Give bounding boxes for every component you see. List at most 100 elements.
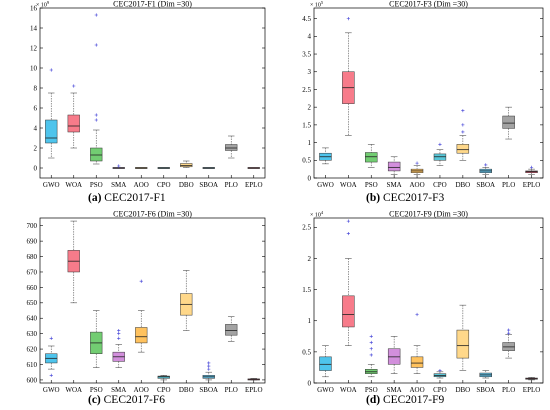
x-tick-label: DBO (455, 181, 470, 189)
box-sma: SMA (111, 328, 126, 394)
y-tick-label: 620 (27, 345, 38, 353)
x-tick-label: EPLO (523, 386, 541, 394)
x-tick-label: PSO (365, 181, 378, 189)
iqr-box (365, 152, 378, 163)
iqr-box (502, 115, 515, 129)
box-eplo: EPLO (245, 167, 263, 189)
x-tick-label: GWO (317, 386, 334, 394)
outlier-point (94, 13, 98, 17)
box-sma: SMA (111, 164, 126, 189)
outlier-point (94, 43, 98, 47)
iqr-box (135, 327, 148, 344)
y-tick-label: 4.5 (302, 15, 311, 23)
y-tick-label: 6 (34, 104, 38, 112)
box-eplo: EPLO (245, 378, 263, 394)
panel-4: CEC2017-F9 (Dim =30) × 104 0 0.5 1 1.5 2 2.5 GWO… (302, 210, 544, 406)
x-tick-label: CPO (157, 386, 171, 394)
box-gwo: GWO (43, 68, 60, 189)
panel-2: CEC2017-F3 (Dim =30) × 105 0 0.5 1 1.5 2 2.5 3 3.… (302, 0, 544, 204)
x-tick-label: PSO (90, 386, 103, 394)
box-pso: PSO (365, 334, 378, 394)
panel-caption: (b) CEC2017-F3 (366, 192, 445, 204)
y-tick-label: 600 (27, 376, 38, 384)
iqr-box (45, 119, 58, 144)
y-tick-label: 0 (308, 174, 312, 182)
outlier-point (207, 361, 211, 365)
box-aoo: AOO (409, 161, 425, 189)
box-aoo: AOO (134, 167, 149, 189)
box-pso: PSO (365, 144, 378, 189)
iqr-box (387, 161, 401, 172)
y-tick-label: 8 (34, 84, 38, 92)
axis-exponent: × 104 (310, 210, 324, 219)
y-tick-label: 2 (34, 144, 38, 152)
y-tick-label: 4 (308, 33, 312, 41)
box-cpo: CPO (157, 167, 171, 189)
box-dbo: DBO (455, 109, 470, 189)
outlier-point (346, 17, 350, 21)
y-tick-label: 660 (27, 284, 38, 292)
x-tick-label: WOA (340, 386, 357, 394)
box-pso: PSO (90, 13, 103, 189)
y-tick-label: 1.5 (302, 121, 311, 129)
x-tick-label: GWO (43, 386, 60, 394)
box-dbo: DBO (179, 270, 194, 394)
iqr-box (410, 356, 424, 368)
box-dbo: DBO (179, 160, 194, 189)
x-tick-label: PSO (90, 181, 103, 189)
outlier-point (139, 279, 143, 283)
outlier-point (72, 84, 76, 88)
x-tick-label: PLO (502, 386, 515, 394)
box-plo: PLO (225, 135, 238, 189)
x-tick-label: WOA (65, 181, 82, 189)
y-tick-label: 3.5 (302, 50, 311, 58)
outlier-point (415, 161, 419, 165)
outlier-point (507, 328, 511, 332)
outlier-point (461, 109, 465, 113)
y-tick-label: 2 (308, 255, 312, 263)
x-tick-label: SBOA (476, 181, 495, 189)
y-tick-label: 1 (308, 317, 312, 325)
x-tick-label: SMA (387, 181, 402, 189)
y-tick-label: 680 (27, 253, 38, 261)
x-tick-label: EPLO (245, 386, 263, 394)
x-tick-label: EPLO (245, 181, 263, 189)
y-tick-label: 0 (34, 164, 38, 172)
iqr-box (319, 356, 332, 371)
y-tick-label: 12 (30, 44, 38, 52)
x-tick-label: PLO (225, 386, 238, 394)
axis-exponent: × 105 (310, 0, 324, 9)
panel-title: CEC2017-F9 (Dim =30) (389, 210, 468, 219)
box-sboa: SBOA (199, 361, 218, 394)
x-tick-label: CPO (433, 181, 447, 189)
x-tick-label: EPLO (523, 181, 541, 189)
outlier-point (461, 130, 465, 134)
outlier-point (438, 368, 442, 373)
iqr-box (342, 295, 355, 328)
box-gwo: GWO (317, 147, 334, 189)
outlier-point (438, 142, 442, 146)
box-cpo: CPO (157, 374, 171, 394)
outlier-point (461, 123, 465, 127)
x-tick-label: WOA (340, 181, 357, 189)
x-tick-label: PSO (365, 386, 378, 394)
y-tick-label: 2 (308, 104, 312, 112)
outlier-point (117, 336, 121, 340)
x-tick-label: AOO (134, 386, 149, 394)
iqr-box (225, 144, 238, 151)
x-tick-label: SMA (387, 386, 402, 394)
x-tick-label: CPO (433, 386, 447, 394)
box-sboa: SBOA (476, 163, 495, 189)
box-gwo: GWO (317, 345, 334, 394)
outlier-point (346, 219, 350, 223)
y-tick-label: 0 (308, 379, 312, 387)
box-pso: PSO (90, 310, 103, 394)
outlier-point (369, 347, 373, 351)
box-woa: WOA (65, 220, 82, 394)
x-tick-label: AOO (409, 386, 424, 394)
panel-title: CEC2017-F1 (Dim =30) (113, 0, 192, 9)
outlier-point (49, 68, 53, 72)
x-tick-label: GWO (43, 181, 60, 189)
box-woa: WOA (65, 84, 82, 189)
panel-caption: (c) CEC2017-F6 (88, 394, 165, 406)
